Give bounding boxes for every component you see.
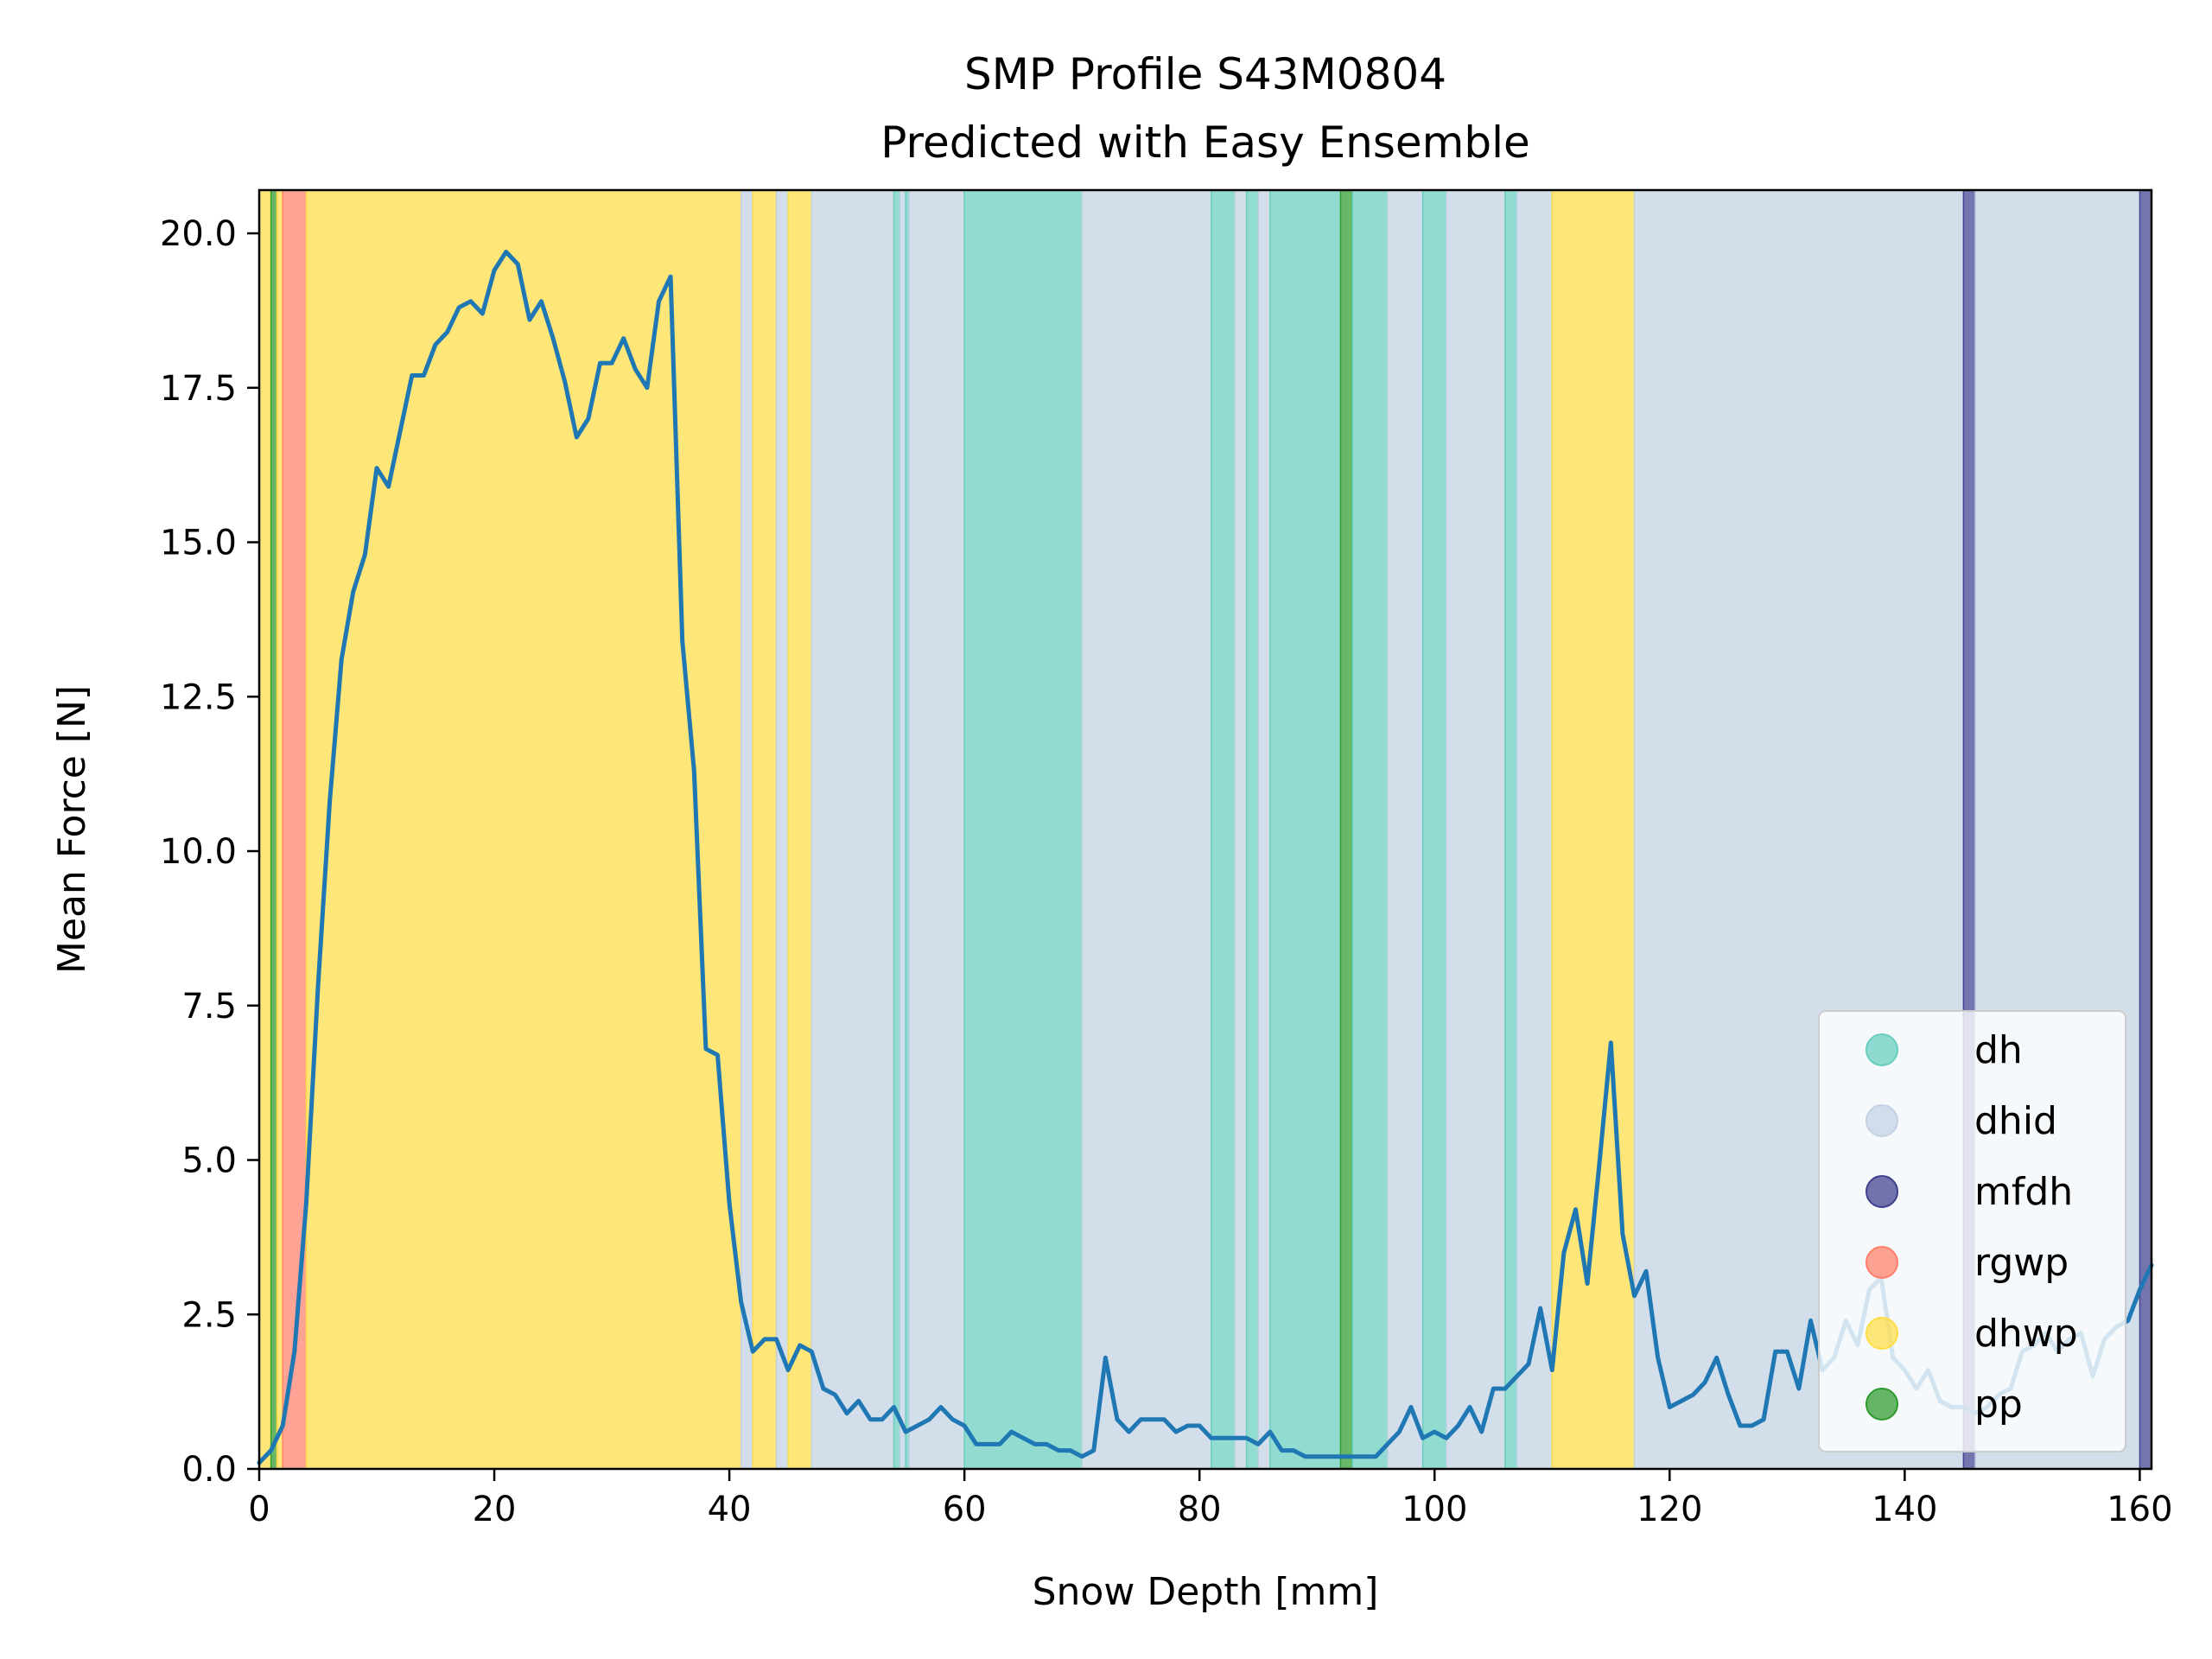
x-axis: 0 20 40 60 80 100 120 140 160: [248, 1469, 2173, 1529]
x-tick-label-6: 120: [1637, 1490, 1702, 1529]
y-axis: 0.0 2.5 5.0 7.5 10.0 12.5 15.0 17.5 20.0: [160, 214, 259, 1490]
band-dhwp-4: [305, 189, 742, 1470]
legend-marker-dh: [1866, 1033, 1898, 1066]
x-tick-label-0: 0: [248, 1490, 270, 1529]
band-pp-21: [1339, 189, 1353, 1470]
x-tick-label-2: 40: [708, 1490, 752, 1529]
legend-label-dh: dh: [1974, 1028, 2023, 1072]
band-dhid-17: [1234, 189, 1248, 1470]
class-bands: [258, 189, 2152, 1470]
band-dh-10: [893, 189, 901, 1470]
band-dhid-23: [1387, 189, 1424, 1470]
y-tick-label-0: 0.0: [181, 1450, 237, 1490]
band-dhid-15: [1081, 189, 1212, 1470]
band-dhid-27: [1516, 189, 1554, 1470]
y-tick-label-4: 10.0: [160, 832, 237, 872]
band-dhwp-28: [1551, 189, 1636, 1470]
band-dhwp-0: [258, 189, 272, 1470]
band-dhid-11: [899, 189, 906, 1470]
band-dhwp-6: [752, 189, 778, 1470]
y-tick-label-6: 15.0: [160, 524, 237, 563]
x-tick-label-3: 60: [943, 1490, 987, 1529]
legend-marker-rgwp: [1866, 1246, 1898, 1279]
legend-marker-mfdh: [1866, 1175, 1898, 1208]
y-axis-label: Mean Force [N]: [50, 685, 94, 974]
legend-label-dhid: dhid: [1974, 1099, 2057, 1143]
legend: dh dhid mfdh rgwp dhwp pp: [1818, 1010, 2126, 1452]
band-dh-16: [1211, 189, 1236, 1470]
band-dhid-7: [775, 189, 789, 1470]
legend-label-rgwp: rgwp: [1974, 1241, 2069, 1285]
x-axis-label: Snow Depth [mm]: [1033, 1570, 1379, 1614]
y-tick-label-1: 2.5: [181, 1295, 237, 1335]
y-tick-label-2: 5.0: [181, 1141, 237, 1181]
band-dhwp-2: [276, 189, 283, 1470]
legend-label-mfdh: mfdh: [1974, 1170, 2073, 1214]
x-tick-label-1: 20: [473, 1490, 517, 1529]
legend-marker-dhwp: [1866, 1317, 1898, 1350]
legend-label-pp: pp: [1974, 1382, 2023, 1427]
band-pp-1: [270, 189, 278, 1470]
chart-subtitle: Predicted with Easy Ensemble: [880, 118, 1530, 168]
y-tick-label-7: 17.5: [160, 369, 237, 409]
band-dh-24: [1421, 189, 1447, 1470]
chart-title: SMP Profile S43M0804: [964, 49, 1446, 99]
legend-label-dhwp: dhwp: [1974, 1312, 2078, 1356]
band-dh-26: [1504, 189, 1518, 1470]
band-rgwp-3: [282, 189, 308, 1470]
band-dhid-19: [1257, 189, 1271, 1470]
band-dhid-25: [1446, 189, 1506, 1470]
band-dh-14: [963, 189, 1083, 1470]
band-dhid-5: [740, 189, 754, 1470]
band-dh-20: [1269, 189, 1342, 1470]
band-dh-18: [1245, 189, 1259, 1470]
plot-frame: [257, 188, 2153, 1471]
y-tick-label-3: 7.5: [181, 987, 237, 1027]
band-dhwp-8: [787, 189, 813, 1470]
x-tick-label-4: 80: [1178, 1490, 1222, 1529]
y-tick-label-8: 20.0: [160, 214, 237, 254]
legend-marker-dhid: [1866, 1104, 1898, 1137]
legend-marker-pp: [1866, 1388, 1898, 1421]
band-dh-22: [1351, 189, 1389, 1470]
band-dhid-9: [810, 189, 895, 1470]
x-tick-label-7: 140: [1872, 1490, 1937, 1529]
band-dhid-13: [908, 189, 965, 1470]
x-tick-label-5: 100: [1402, 1490, 1467, 1529]
x-tick-label-8: 160: [2107, 1490, 2172, 1529]
legend-box: [1818, 1010, 2126, 1452]
y-tick-label-5: 12.5: [160, 677, 237, 717]
